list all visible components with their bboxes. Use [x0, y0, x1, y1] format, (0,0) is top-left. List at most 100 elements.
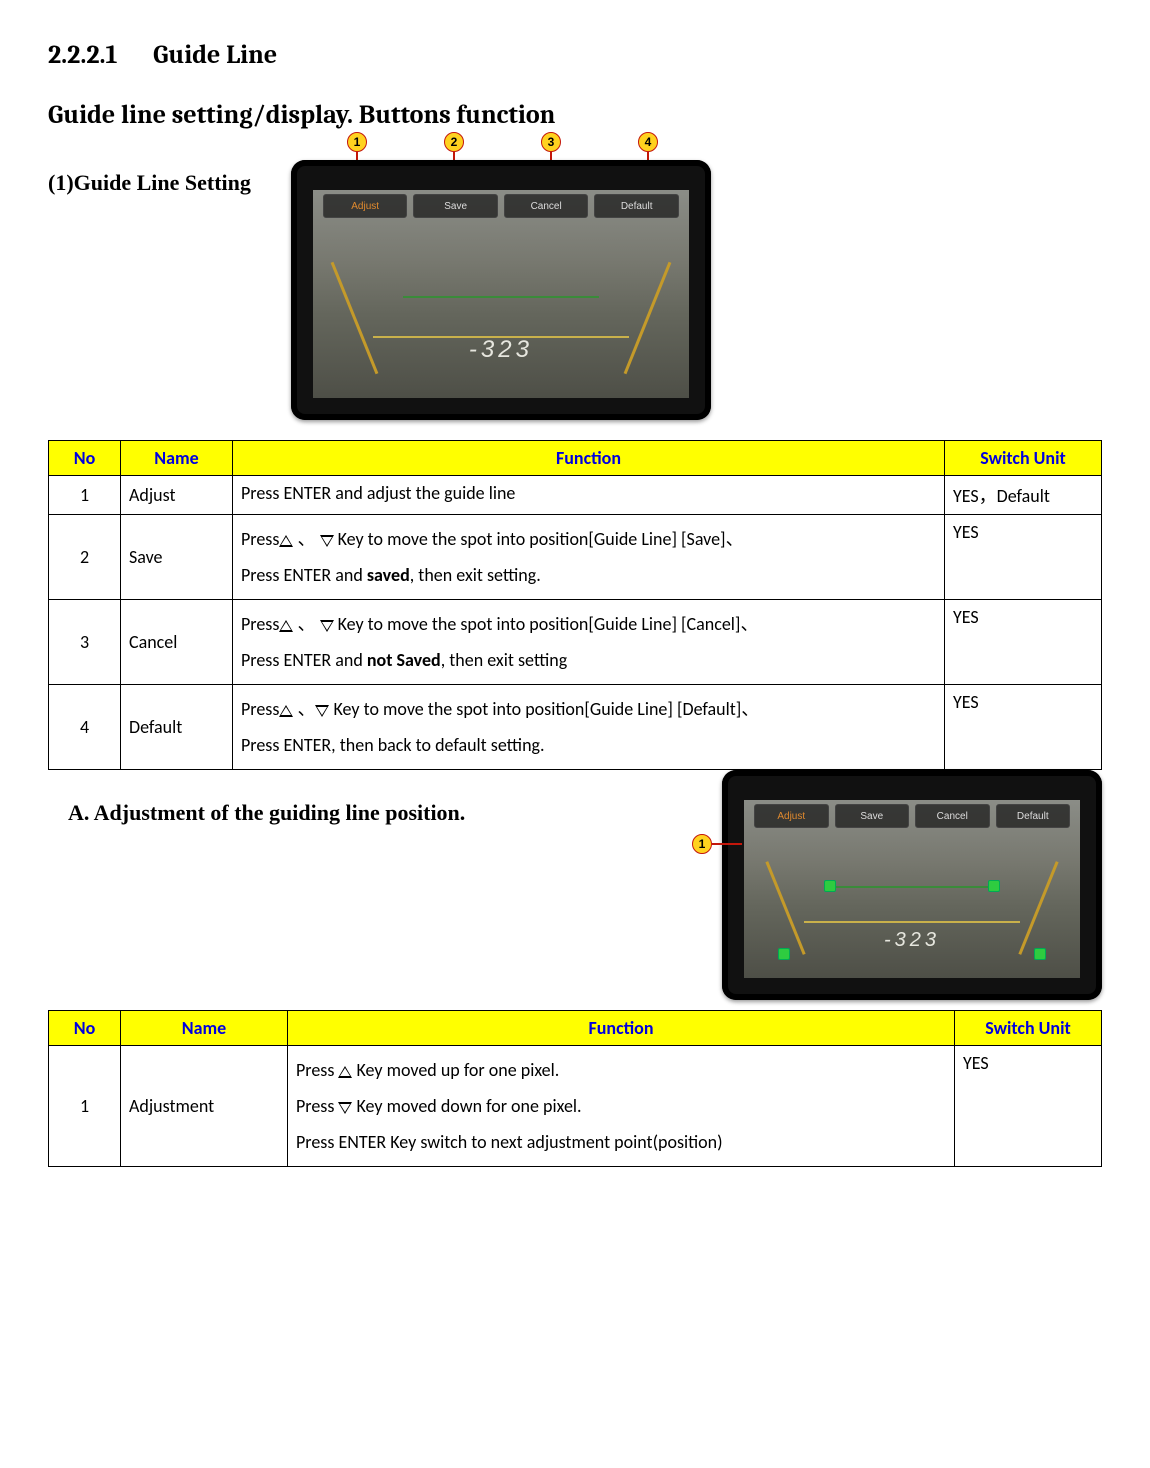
guide-line-left	[331, 262, 379, 374]
triangle-down-icon	[320, 535, 334, 547]
triangle-down-icon	[320, 620, 334, 632]
triangle-up-icon	[279, 535, 293, 547]
guide-h-1	[804, 921, 1020, 923]
table-row: 1 Adjustment Press Key moved up for one …	[49, 1046, 1102, 1167]
cell-name: Save	[121, 515, 233, 600]
parking-text: -323	[469, 336, 533, 364]
guide-line-right	[624, 262, 672, 374]
cell-switch: YES	[955, 1046, 1102, 1167]
cell-no: 3	[49, 600, 121, 685]
func-text: Press	[241, 613, 279, 635]
func-text: 、	[293, 698, 315, 720]
cell-function: Press 、 Key to move the spot into positi…	[233, 515, 945, 600]
func-text: Press ENTER Key switch to next adjustmen…	[296, 1131, 723, 1153]
cell-switch: YES，Default	[945, 476, 1102, 515]
adjust-point	[988, 880, 1000, 892]
adjust-point	[778, 948, 790, 960]
cell-no: 1	[49, 1046, 121, 1167]
cell-no: 1	[49, 476, 121, 515]
func-text: Key moved up for one pixel.	[352, 1059, 559, 1081]
device-screen-1: Adjust Save Cancel Default -323	[313, 190, 689, 398]
cell-name: Cancel	[121, 600, 233, 685]
section-subtitle: Guide line setting/display. Buttons func…	[48, 100, 1102, 130]
col-function: Function	[233, 441, 945, 476]
func-text: Key to move the spot into position[Guide…	[329, 698, 759, 720]
callout-stem	[712, 843, 742, 845]
callout-bubble: 4	[638, 132, 658, 152]
callout-bubble: 1	[347, 132, 367, 152]
triangle-up-icon	[279, 620, 293, 632]
figure1-callouts: 1 2 3 4	[291, 132, 711, 160]
softbtn-default: Default	[594, 194, 679, 218]
col-no: No	[49, 441, 121, 476]
func-text: Key to move the spot into position[Guide…	[334, 528, 744, 550]
triangle-down-icon	[315, 705, 329, 717]
func-text: , then exit setting	[441, 649, 567, 671]
cell-no: 2	[49, 515, 121, 600]
func-text-bold: saved	[367, 564, 410, 586]
func-text: 、	[293, 528, 319, 550]
device-screen-2: Adjust Save Cancel Default -323	[744, 800, 1080, 978]
table-row: 2 Save Press 、 Key to move the spot into…	[49, 515, 1102, 600]
softbtn-default: Default	[996, 804, 1071, 828]
softbtn-cancel: Cancel	[504, 194, 589, 218]
softbtn-save: Save	[835, 804, 910, 828]
func-text: Press ENTER and	[241, 649, 367, 671]
func-text: Press ENTER and	[241, 564, 367, 586]
section-a-heading: A. Adjustment of the guiding line positi…	[68, 800, 465, 826]
softbtn-adjust: Adjust	[754, 804, 829, 828]
section-number: 2.2.2.1	[48, 40, 117, 70]
func-text: Key moved down for one pixel.	[352, 1095, 581, 1117]
func-text: , then exit setting.	[410, 564, 541, 586]
callout-bubble: 3	[541, 132, 561, 152]
func-text: Press	[296, 1059, 338, 1081]
cell-no: 4	[49, 685, 121, 770]
table-row: 1 Adjust Press ENTER and adjust the guid…	[49, 476, 1102, 515]
parking-text: -323	[884, 929, 940, 952]
softbtn-cancel: Cancel	[915, 804, 990, 828]
figure1-row: (1)Guide Line Setting 1 2 3 4	[48, 160, 1102, 420]
func-text: Press ENTER, then back to default settin…	[241, 734, 545, 756]
device-mockup-1: Adjust Save Cancel Default -323	[291, 160, 711, 420]
cell-switch: YES	[945, 685, 1102, 770]
figure1-label: (1)Guide Line Setting	[48, 170, 251, 196]
table-row: 4 Default Press 、 Key to move the spot i…	[49, 685, 1102, 770]
softbar-1: Adjust Save Cancel Default	[323, 194, 679, 218]
cell-name: Default	[121, 685, 233, 770]
func-text: 、	[293, 613, 319, 635]
func-text: Press	[241, 528, 279, 550]
col-no: No	[49, 1011, 121, 1046]
table-header-row: No Name Function Switch Unit	[49, 441, 1102, 476]
table-row: 3 Cancel Press 、 Key to move the spot in…	[49, 600, 1102, 685]
guide-line-left	[765, 861, 805, 955]
func-text-bold: not Saved	[367, 649, 441, 671]
func-text: Key to move the spot into position[Guide…	[334, 613, 759, 635]
adjust-point	[1034, 948, 1046, 960]
adjust-point	[824, 880, 836, 892]
func-text: Press	[241, 698, 279, 720]
cell-function: Press 、 Key to move the spot into positi…	[233, 685, 945, 770]
cell-switch: YES	[945, 600, 1102, 685]
cell-function: Press 、 Key to move the spot into positi…	[233, 600, 945, 685]
cell-function: Press Key moved up for one pixel. Press …	[288, 1046, 955, 1167]
section-heading: 2.2.2.1 Guide Line	[48, 40, 1102, 70]
cell-switch: YES	[945, 515, 1102, 600]
func-text: Press	[296, 1095, 338, 1117]
callout-bubble: 2	[444, 132, 464, 152]
triangle-up-icon	[279, 705, 293, 717]
softbtn-save: Save	[413, 194, 498, 218]
col-name: Name	[121, 441, 233, 476]
function-table-1: No Name Function Switch Unit 1 Adjust Pr…	[48, 440, 1102, 770]
guide-h-2	[826, 886, 998, 888]
callout-bubble: 1	[692, 834, 712, 854]
col-function: Function	[288, 1011, 955, 1046]
softbtn-adjust: Adjust	[323, 194, 408, 218]
function-table-2: No Name Function Switch Unit 1 Adjustmen…	[48, 1010, 1102, 1167]
cell-name: Adjustment	[121, 1046, 288, 1167]
col-name: Name	[121, 1011, 288, 1046]
device-mockup-2: Adjust Save Cancel Default -323	[722, 770, 1102, 1000]
col-switch: Switch Unit	[955, 1011, 1102, 1046]
softbar-2: Adjust Save Cancel Default	[754, 804, 1070, 828]
guide-h-2	[403, 296, 599, 298]
section-heading-text: Guide Line	[153, 40, 277, 70]
